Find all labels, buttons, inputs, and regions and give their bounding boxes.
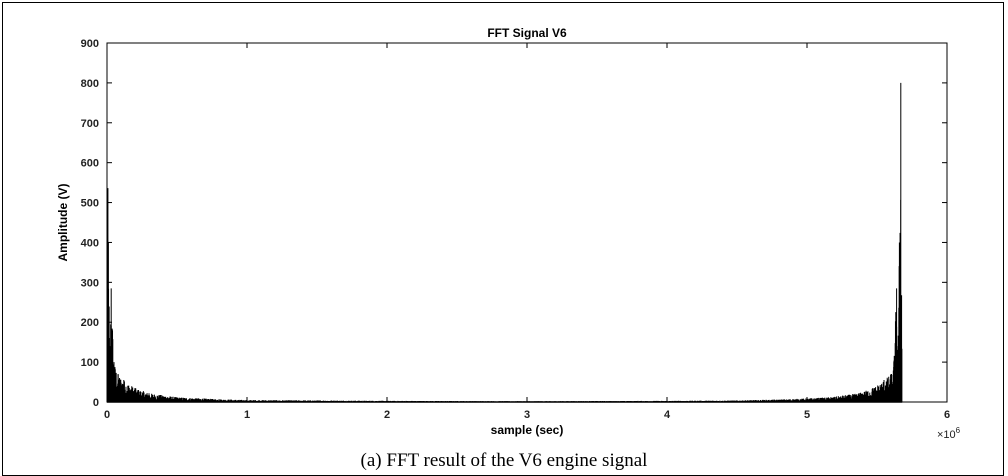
- y-tick-label: 0: [93, 397, 99, 409]
- x-tick-label: 3: [524, 409, 530, 421]
- y-tick-label: 300: [81, 277, 99, 289]
- x-tick-label: 6: [944, 409, 950, 421]
- x-tick-label: 2: [384, 409, 390, 421]
- y-tick-label: 200: [81, 317, 99, 329]
- x-tick-label: 1: [244, 409, 250, 421]
- y-tick-label: 500: [81, 198, 99, 210]
- x-tick-label: 5: [804, 409, 810, 421]
- y-tick-label: 900: [81, 38, 99, 50]
- x-exponent-power: 6: [956, 426, 961, 435]
- y-tick-label: 600: [81, 158, 99, 170]
- x-exponent-base: ×10: [937, 429, 956, 441]
- plot-area: 0 1 2 3 4 5 6 0 100 200 300 400 500 600 700 800 900: [81, 38, 950, 421]
- y-tick-label: 800: [81, 78, 99, 90]
- y-tick-label: 100: [81, 357, 99, 369]
- x-tick-label: 0: [104, 409, 110, 421]
- axes-box: [106, 42, 948, 403]
- series-line: [106, 82, 903, 402]
- chart-title: FFT Signal V6: [487, 26, 567, 40]
- y-tick-label: 700: [81, 118, 99, 130]
- y-tick-label: 400: [81, 237, 99, 249]
- series-marks: [106, 82, 903, 403]
- axis-ticks: 0 1 2 3 4 5 6 0 100 200 300 400 500 600 700 800 900: [81, 38, 950, 421]
- x-exponent-label: ×106: [937, 426, 961, 441]
- y-axis-title: Amplitude (V): [56, 184, 70, 262]
- x-axis-title: sample (sec): [491, 423, 564, 437]
- fft-chart: 0 1 2 3 4 5 6 0 100 200 300 400 500 600 700 800 900 FFT …: [56, 26, 961, 441]
- x-tick-label: 4: [664, 409, 671, 421]
- figure-caption: (a) FFT result of the V6 engine signal: [360, 450, 648, 471]
